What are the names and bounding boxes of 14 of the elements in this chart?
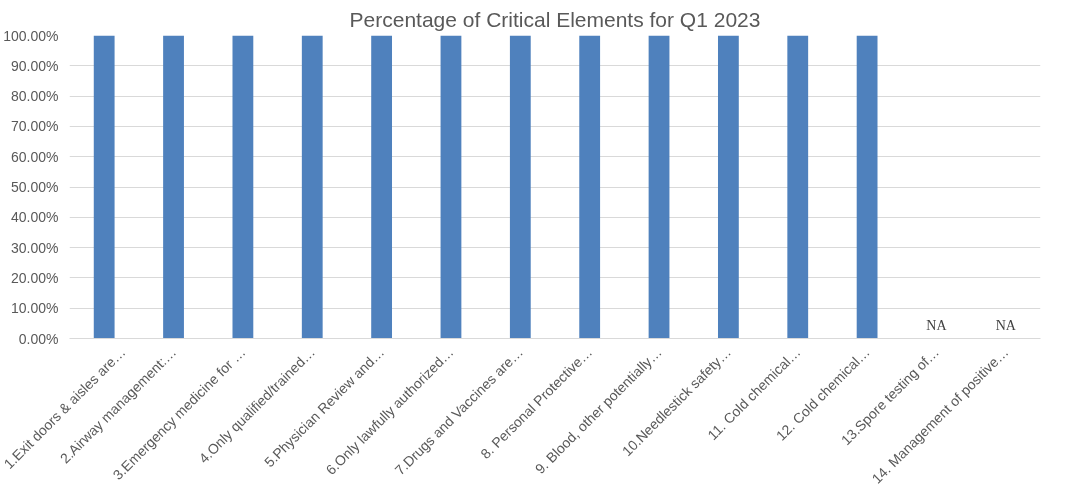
y-tick-label: 40.00% (11, 209, 59, 226)
y-tick-label: 20.00% (11, 269, 59, 286)
text: NA (926, 317, 947, 333)
y-tick-label: 50.00% (11, 179, 59, 195)
y-tick-label: 100.00% (3, 27, 59, 44)
y-tick-label: 90.00% (11, 57, 59, 74)
y-tick-label: 60.00% (11, 148, 59, 165)
text: NA (995, 317, 1016, 333)
y-tick-label: 70.00% (11, 118, 59, 135)
chart-title: Percentage of Critical Elements for Q1 2023 (349, 7, 761, 31)
y-tick-label: 30.00% (11, 239, 59, 256)
y-tick-label: 80.00% (11, 88, 59, 105)
y-tick-label: 0.00% (18, 330, 59, 347)
y-tick-label: 10.00% (11, 300, 59, 317)
